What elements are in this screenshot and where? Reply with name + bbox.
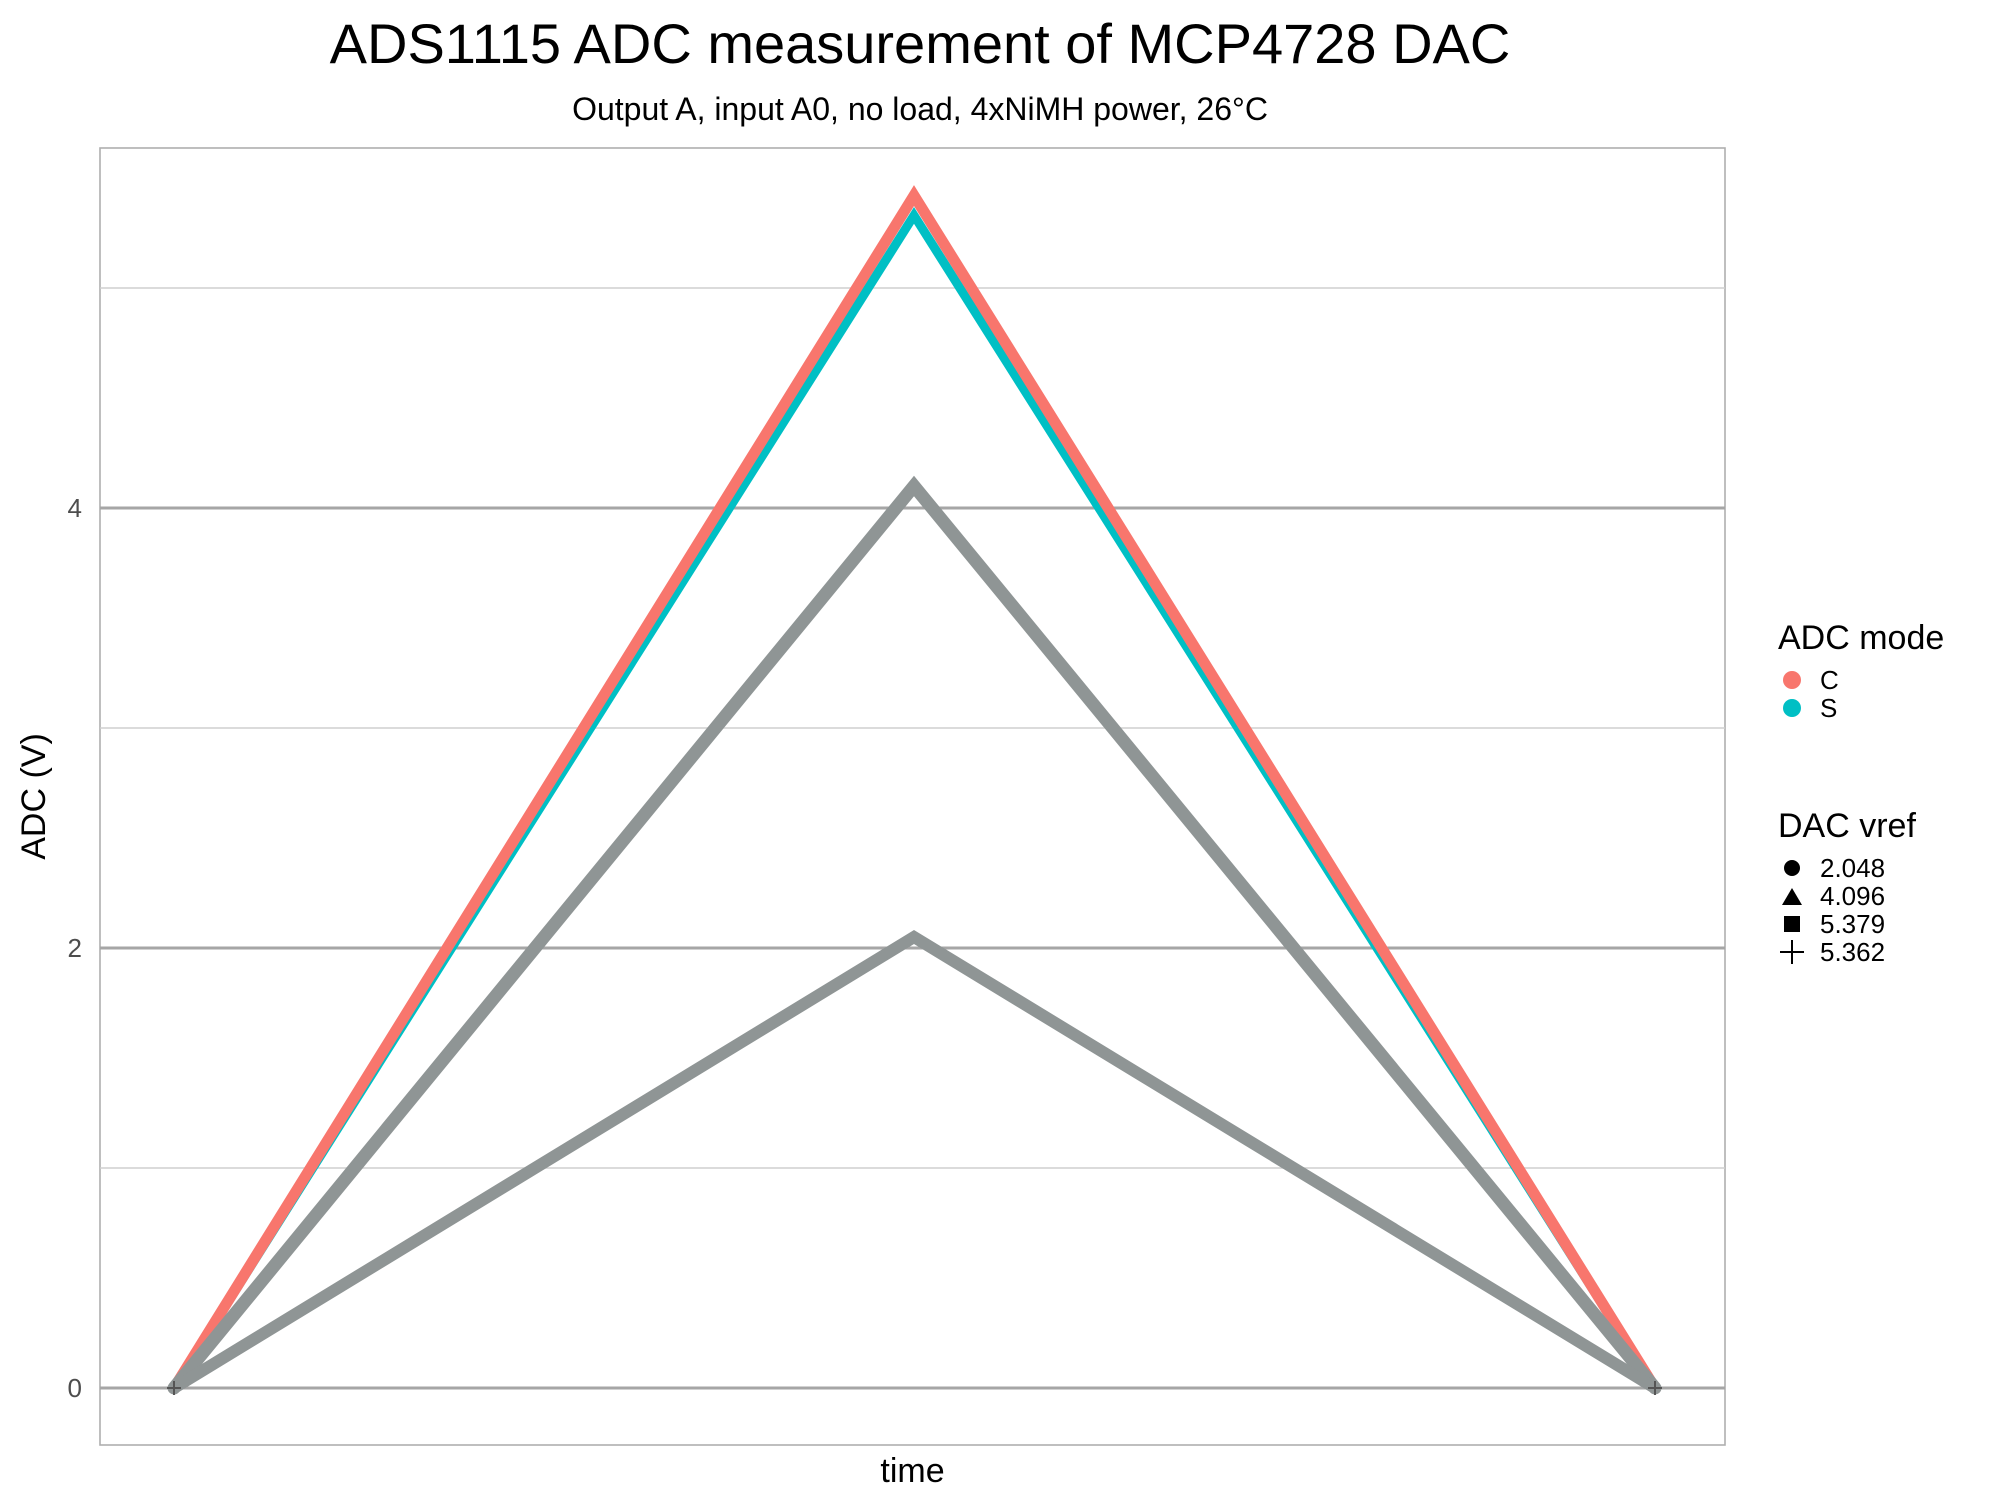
chart-subtitle: Output A, input A0, no load, 4xNiMH powe… (572, 91, 1268, 127)
legend-label-5362: 5.362 (1820, 936, 1886, 967)
legend-shape-square (1778, 910, 1806, 938)
series-line-c-5362 (168, 185, 1661, 1394)
legend-label-5379: 5.379 (1820, 908, 1886, 939)
legend-label-s: S (1820, 692, 1838, 723)
axes: 0 2 4 time ADC (V) (15, 493, 945, 1490)
legend-item-s: S (1778, 692, 1988, 723)
legend-swatch-s (1778, 694, 1806, 722)
legend-dot-c (1783, 671, 1801, 689)
legend-swatch-c (1778, 666, 1806, 694)
legend-label-2048: 2.048 (1820, 852, 1886, 883)
legend-item-5379: 5.379 (1778, 908, 1988, 939)
y-axis-label: ADC (V) (15, 733, 53, 860)
legend-item-4096: 4.096 (1778, 880, 1988, 911)
y-tick-label: 0 (68, 1373, 82, 1403)
legend-adc-mode: ADC mode C S (1778, 616, 1988, 723)
legend-shape-circle (1778, 854, 1806, 882)
circle-shape-icon (1784, 860, 1800, 876)
plus-shape-icon (1780, 940, 1804, 964)
legend-title-adc-mode: ADC mode (1778, 619, 1945, 657)
plot-frame (99, 147, 1726, 1446)
x-axis-label: time (880, 1452, 944, 1490)
series-line-s-2048 (168, 929, 1661, 1394)
legend-item-5362: 5.362 (1778, 936, 1988, 967)
grid-lines (100, 287, 1725, 1390)
chart-title: ADS1115 ADC measurement of MCP4728 DAC (329, 12, 1511, 75)
plot-area (99, 147, 1726, 1446)
legend-dac-vref: DAC vref 2.048 4.096 5.379 5.362 (1778, 804, 1988, 967)
y-tick-label: 2 (68, 933, 82, 963)
series-lines (167, 185, 1662, 1395)
legend-dot-s (1783, 699, 1801, 717)
legend-label-4096: 4.096 (1820, 880, 1886, 911)
legend-shape-plus (1778, 938, 1806, 966)
legend-shape-triangle (1778, 882, 1806, 910)
series-line-c-4096 (167, 475, 1662, 1395)
legend-title-dac-vref: DAC vref (1778, 807, 1916, 845)
legend-label-c: C (1820, 664, 1839, 695)
legend-item-2048: 2.048 (1778, 852, 1988, 883)
legend-item-c: C (1778, 664, 1988, 695)
series-markers (167, 1381, 1662, 1395)
square-shape-icon (1784, 916, 1800, 932)
y-tick-label: 4 (68, 493, 82, 523)
triangle-shape-icon (1782, 887, 1802, 905)
